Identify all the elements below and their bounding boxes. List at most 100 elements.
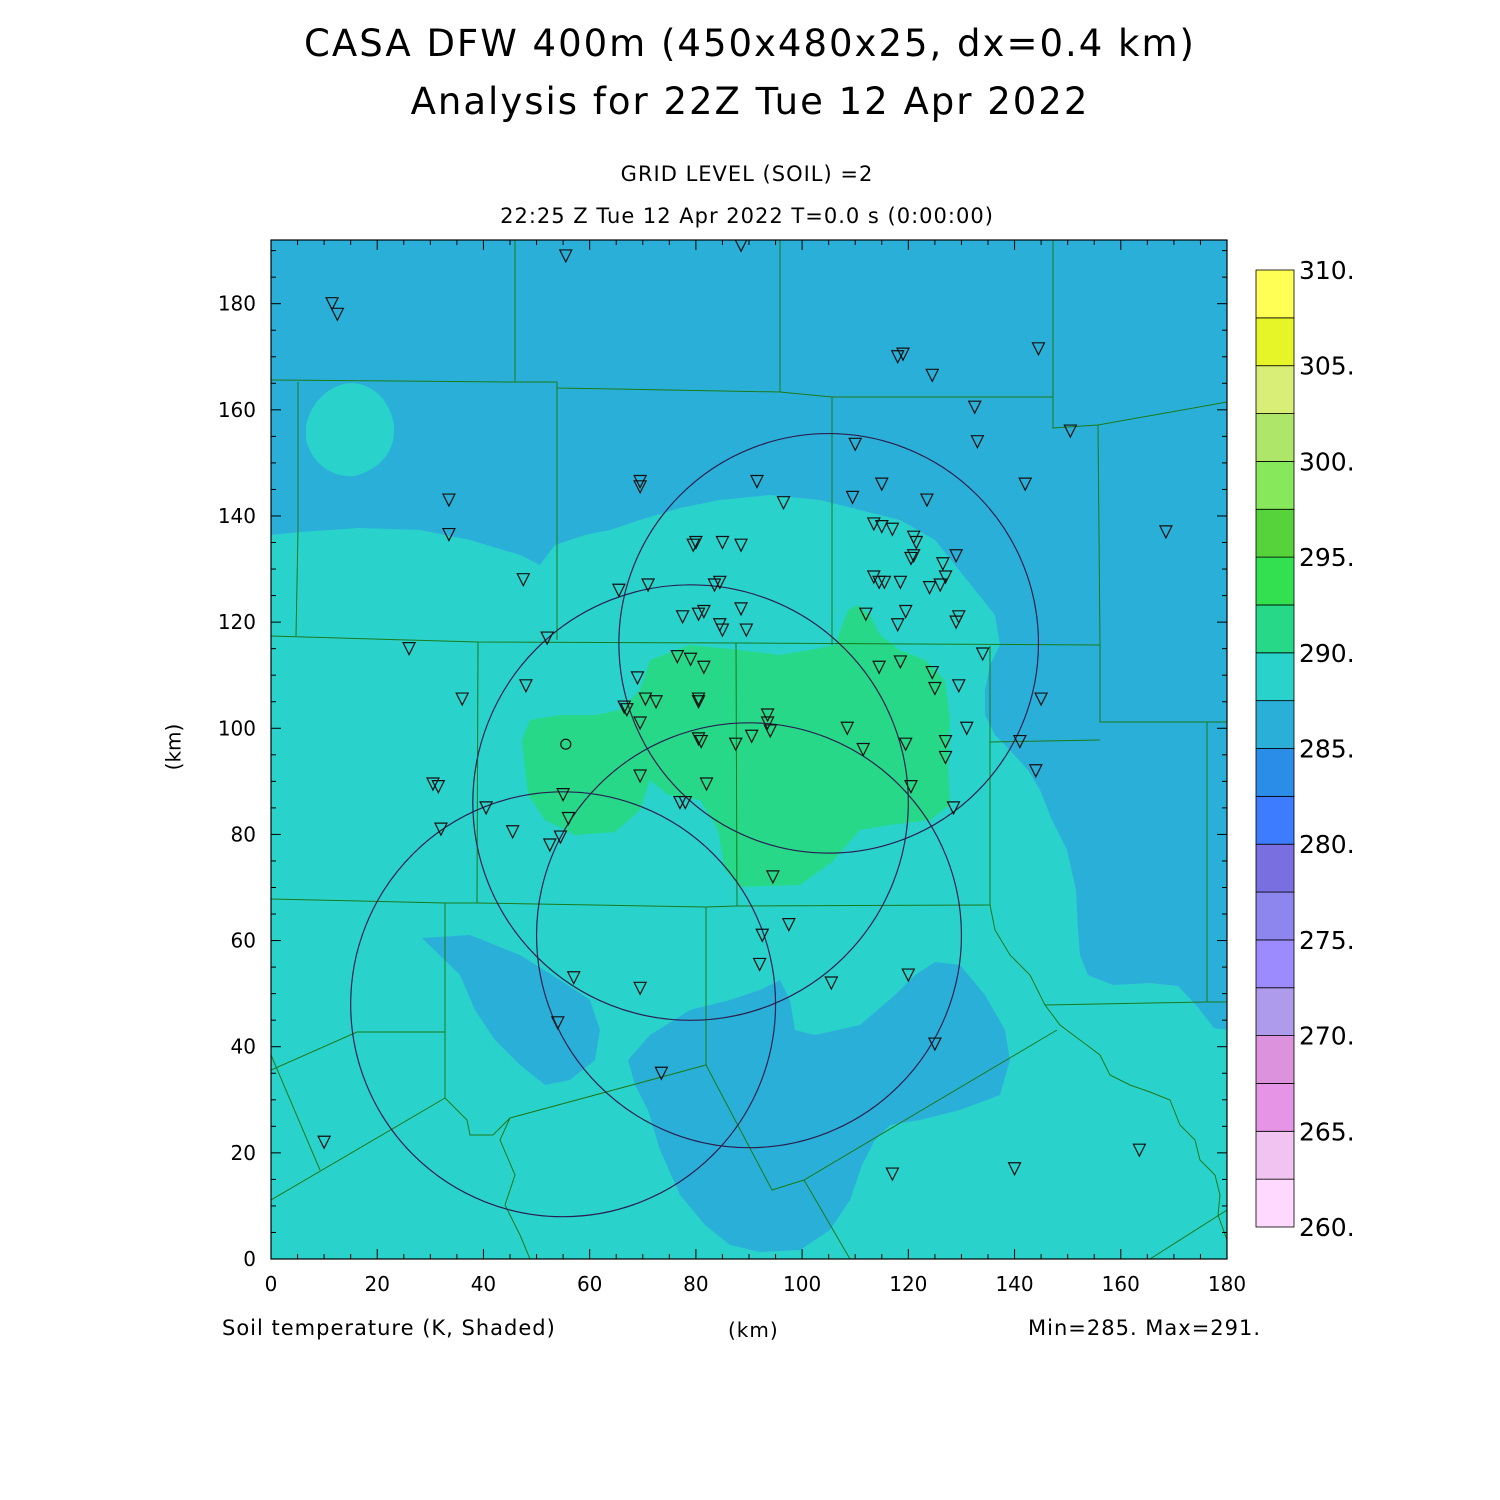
station-marker [845, 490, 860, 505]
station-marker [402, 642, 417, 657]
axis-ticks [270, 240, 1228, 1260]
station-marker [734, 538, 749, 553]
station-marker [739, 623, 754, 638]
colorbar-label: 310. [1299, 256, 1355, 285]
x-axis-label: (km) [728, 1318, 779, 1342]
field-region-nw-patch [306, 383, 395, 477]
station-marker [1012, 734, 1027, 749]
station-marker [734, 602, 749, 617]
station-marker [561, 811, 576, 826]
station-marker [691, 692, 706, 707]
station-marker [325, 297, 340, 312]
station-marker [633, 981, 648, 996]
x-tick-label: 60 [577, 1272, 602, 1296]
colorbar-swatch [1255, 1035, 1295, 1084]
colorbar-label: 265. [1299, 1117, 1355, 1146]
station-marker [906, 549, 921, 564]
station-marker [933, 578, 948, 593]
field-region-cool-south [422, 935, 600, 1085]
station-marker [696, 604, 711, 619]
station-marker [638, 692, 653, 707]
colorbar-label: 295. [1299, 543, 1355, 572]
station-marker [877, 575, 892, 590]
station-marker [763, 724, 778, 739]
station-marker [683, 652, 698, 667]
colorbar-swatch [1255, 556, 1295, 606]
station-marker [904, 551, 918, 566]
station-marker [516, 573, 531, 588]
colorbar-swatch [1255, 843, 1295, 893]
station-marker [556, 788, 571, 802]
x-tick-label: 20 [364, 1272, 389, 1296]
station-marker [553, 830, 568, 845]
station-marker [715, 535, 730, 550]
y-tick-label: 100 [218, 716, 256, 740]
colorbar-swatch [1255, 795, 1295, 845]
station-marker [935, 557, 950, 572]
chart-title: CASA DFW 400m (450x480x25, dx=0.4 km) [304, 22, 1196, 65]
x-tick-label: 100 [783, 1272, 821, 1296]
station-marker [781, 918, 796, 932]
station-marker [617, 700, 632, 715]
station-marker [317, 1135, 332, 1150]
station-marker [1031, 342, 1046, 357]
colorbar-swatch [1255, 317, 1295, 367]
station-marker [715, 623, 730, 638]
station-marker [518, 679, 533, 694]
station-marker [938, 570, 953, 585]
station-marker [925, 665, 940, 680]
station-marker [1007, 1162, 1022, 1177]
y-tick-label: 80 [231, 822, 256, 846]
radar-range-ring [535, 722, 963, 1149]
station-marker [946, 801, 961, 816]
station-marker [890, 618, 905, 633]
station-marker [1063, 424, 1078, 439]
colorbar-swatch [1255, 652, 1295, 702]
y-tick-label: 60 [231, 929, 256, 953]
y-tick-label: 180 [218, 292, 256, 316]
field-description: Soil temperature (K, Shaded) [222, 1316, 556, 1340]
station-marker [755, 928, 770, 943]
station-marker [893, 575, 908, 590]
station-marker [433, 822, 448, 837]
colorbar-swatch [1255, 748, 1295, 797]
station-marker [633, 480, 648, 495]
x-tick-label: 120 [889, 1272, 927, 1296]
station-marker [619, 703, 634, 718]
x-tick-label: 140 [995, 1272, 1033, 1296]
colorbar-swatch [1255, 1083, 1295, 1132]
station-marker [686, 538, 701, 553]
station-marker [633, 474, 648, 489]
station-marker [898, 737, 913, 752]
station-marker [630, 671, 645, 686]
station-marker [967, 400, 982, 415]
station-marker [970, 435, 985, 450]
station-marker [479, 801, 494, 816]
station-marker [885, 1167, 900, 1182]
grid-level-label: GRID LEVEL (SOIL) =2 [620, 162, 874, 186]
colorbar-swatch [1255, 413, 1295, 462]
station-marker [699, 777, 714, 792]
colorbar-swatch [1255, 365, 1295, 414]
station-marker [1018, 477, 1033, 492]
station-marker [925, 368, 940, 383]
colorbar-swatch [1255, 508, 1295, 558]
station-marker [542, 838, 557, 853]
station-marker [558, 249, 573, 264]
station-marker [866, 570, 881, 585]
colorbar-swatch [1255, 987, 1295, 1036]
station-marker [874, 519, 889, 534]
y-tick-label: 0 [243, 1247, 256, 1271]
station-marker [938, 750, 953, 765]
valid-time-label: 22:25 Z Tue 12 Apr 2022 T=0.0 s (0:00:00… [500, 204, 994, 228]
y-tick-label: 40 [231, 1035, 256, 1059]
colorbar-label: 260. [1299, 1213, 1355, 1242]
station-marker [712, 575, 727, 590]
station-marker [922, 581, 937, 595]
station-marker [760, 708, 775, 723]
station-marker [893, 655, 908, 670]
y-tick-label: 120 [218, 610, 256, 634]
colorbar-label: 270. [1299, 1022, 1355, 1051]
radar-range-ring [472, 584, 909, 1021]
